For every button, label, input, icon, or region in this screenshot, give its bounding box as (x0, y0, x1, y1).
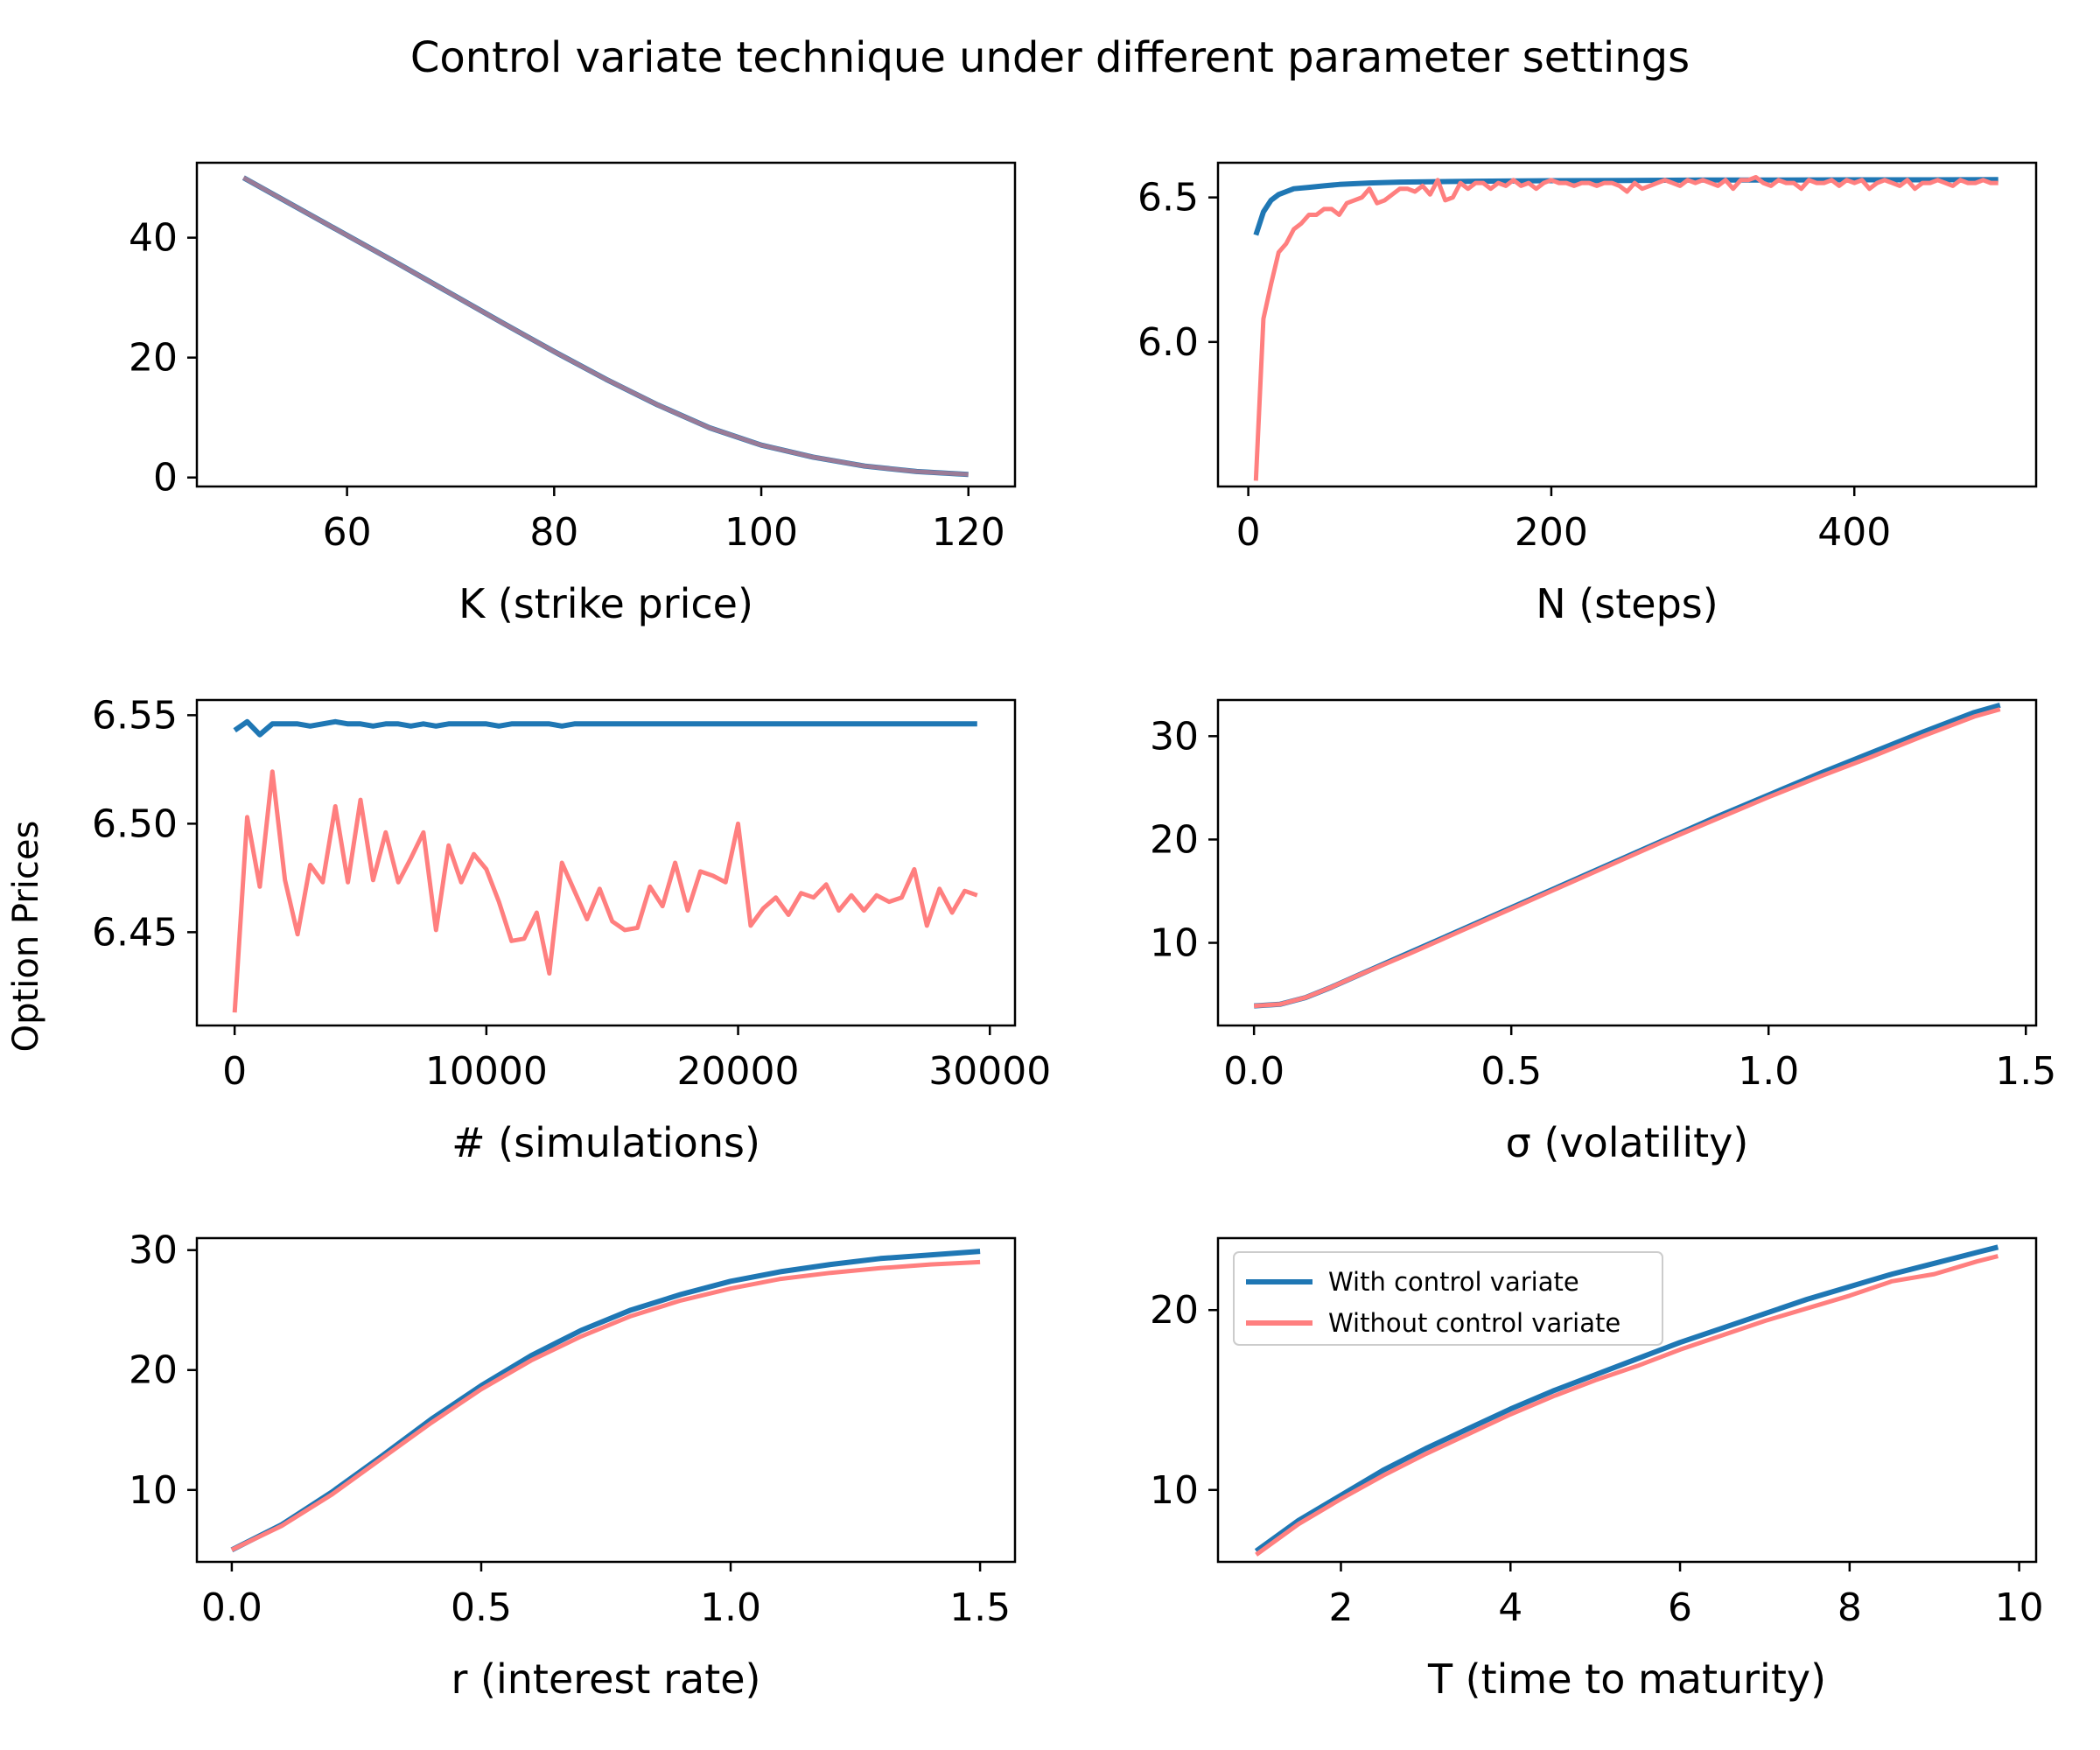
y-tick-label: 6.55 (92, 693, 178, 738)
subplot-time-to-maturity: 2 4 6 8 10 10 20 T (time to maturity) (1150, 1236, 2044, 1703)
axes-frame (1216, 161, 2038, 488)
series-group (1253, 175, 1998, 481)
subplot-volatility: 0.0 0.5 1.0 1.5 10 20 30 σ (volatility) (1150, 698, 2056, 1166)
x-tick-label: 100 (724, 510, 798, 555)
x-tick-label: 20000 (677, 1049, 800, 1094)
subplot-interest-rate: 0.0 0.5 1.0 1.5 10 20 30 r (interest rate) (129, 1228, 1017, 1703)
shared-y-axis-label: Option Prices (6, 821, 46, 1053)
legend-label-without-control-variate: Without control variate (1328, 1308, 1620, 1338)
series-line-with-control-variate (242, 175, 969, 478)
series-line-without-control-variate (232, 769, 978, 1013)
y-tick-label: 30 (1150, 714, 1199, 759)
y-tick-label: 20 (1150, 1288, 1199, 1333)
y-tick-label: 40 (129, 216, 178, 261)
series-line-with-control-variate (233, 718, 977, 738)
x-axis-label: K (strike price) (458, 580, 753, 627)
x-axis-label: σ (volatility) (1506, 1119, 1749, 1166)
x-tick-label: 0 (222, 1049, 247, 1094)
y-tick-label: 20 (129, 1348, 178, 1393)
x-axis-label: # (simulations) (452, 1119, 760, 1166)
legend: With control variate Without control vari… (1233, 1251, 1663, 1346)
x-tick-label: 8 (1838, 1586, 1862, 1630)
y-tick-label: 6.0 (1138, 320, 1199, 365)
series-group (242, 175, 969, 478)
x-tick-label: 0.0 (1223, 1049, 1284, 1094)
x-tick-label: 80 (529, 510, 578, 555)
x-tick-label: 1.0 (700, 1586, 761, 1630)
axes-frame (1216, 698, 2038, 1027)
x-tick-label: 2 (1328, 1586, 1353, 1630)
x-tick-label: 60 (323, 510, 372, 555)
x-tick-label: 1.5 (949, 1586, 1011, 1630)
x-tick-label: 1.5 (1995, 1049, 2056, 1094)
y-tick-label: 10 (129, 1468, 178, 1513)
x-tick-label: 400 (1817, 510, 1891, 555)
subplot-steps: 0 200 400 6.0 6.5 N (steps) (1138, 161, 2038, 627)
series-group (232, 718, 978, 1013)
series-line-without-control-variate (1253, 175, 1998, 481)
x-axis-label: r (interest rate) (452, 1656, 761, 1703)
x-axis-label: N (steps) (1536, 580, 1718, 627)
x-tick-label: 6 (1668, 1586, 1692, 1630)
series-line-with-control-variate (1253, 177, 1998, 236)
axes-frame (195, 698, 1017, 1027)
x-tick-label: 0.5 (1480, 1049, 1542, 1094)
axes-frame (1216, 1236, 2038, 1564)
legend-label-with-control-variate: With control variate (1328, 1267, 1579, 1297)
series-line-with-control-variate (1254, 1244, 1999, 1554)
x-tick-label: 0 (1236, 510, 1261, 555)
x-tick-label: 1.0 (1738, 1049, 1799, 1094)
subplot-strike-price: 60 80 100 120 0 20 40 K (strike price) (129, 161, 1017, 627)
y-tick-label: 0 (153, 456, 178, 500)
x-axis-label: T (time to maturity) (1427, 1656, 1826, 1703)
x-tick-label: 4 (1498, 1586, 1522, 1630)
series-line-without-control-variate (1254, 707, 2001, 1009)
series-group (230, 1249, 981, 1552)
x-tick-label: 120 (932, 510, 1005, 555)
y-tick-label: 10 (1150, 1468, 1199, 1513)
y-tick-label: 10 (1150, 921, 1199, 966)
y-tick-label: 30 (129, 1228, 178, 1273)
series-line-without-control-variate (230, 1259, 981, 1552)
series-group (1254, 703, 2001, 1009)
y-tick-label: 6.5 (1138, 176, 1199, 220)
x-tick-label: 0.0 (201, 1586, 262, 1630)
series-line-with-control-variate (230, 1249, 981, 1552)
series-line-without-control-variate (1255, 1254, 1999, 1557)
figure-title: Control variate technique under differen… (410, 33, 1690, 82)
x-tick-label: 0.5 (451, 1586, 512, 1630)
x-tick-label: 10 (1995, 1586, 2044, 1630)
axes-frame (195, 1236, 1017, 1564)
series-group (1254, 1244, 1999, 1557)
x-tick-label: 200 (1515, 510, 1588, 555)
y-tick-label: 20 (1150, 817, 1199, 862)
y-tick-label: 6.50 (92, 802, 178, 846)
y-tick-label: 6.45 (92, 910, 178, 955)
x-tick-label: 30000 (928, 1049, 1051, 1094)
x-tick-label: 10000 (425, 1049, 548, 1094)
y-tick-label: 20 (129, 336, 178, 381)
axes-frame (195, 161, 1017, 488)
series-line-without-control-variate (242, 175, 969, 477)
legend-box (1233, 1251, 1663, 1346)
subplot-simulations: 0 10000 20000 30000 6.45 6.50 6.55 # (simulatio… (92, 693, 1051, 1166)
